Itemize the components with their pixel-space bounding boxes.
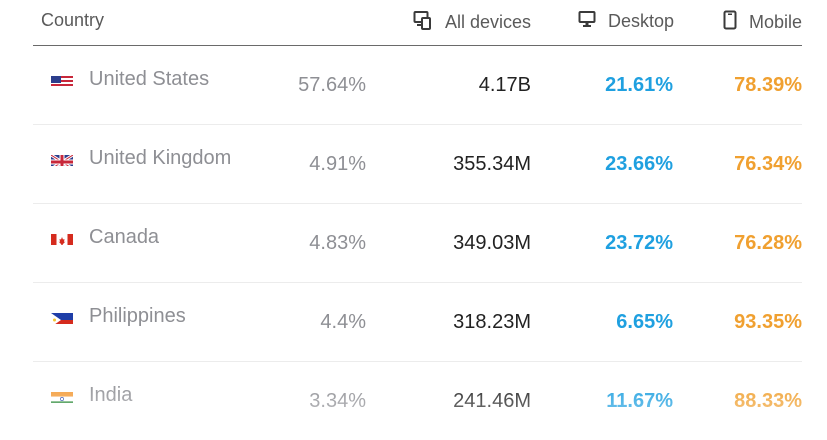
country-cell[interactable]: Philippines [51, 305, 186, 328]
country-name: Canada [89, 226, 160, 248]
desktop-share: 6.65% [616, 311, 673, 333]
devices-icon [413, 10, 433, 35]
india-flag-icon [51, 389, 73, 403]
total-visits: 349.03M [453, 232, 531, 254]
desktop-share: 11.67% [606, 390, 673, 412]
us-flag-icon [51, 73, 73, 87]
country-name: United Kingdom [89, 147, 232, 169]
country-cell[interactable]: United Kingdom [51, 147, 231, 170]
desktop-column-header[interactable]: Desktop [578, 10, 674, 33]
mobile-icon [723, 10, 737, 35]
country-cell[interactable]: United States [51, 68, 209, 91]
desktop-share: 23.72% [605, 232, 673, 254]
traffic-share: 4.91% [309, 153, 366, 175]
total-visits: 4.17B [478, 74, 531, 96]
country-cell[interactable]: India [51, 384, 132, 407]
table-row[interactable]: India 3.34% 241.46M 11.67% 88.33% [33, 362, 802, 440]
table-row[interactable]: Philippines 4.4% 318.23M 6.65% 93.35% [33, 283, 802, 362]
philippines-flag-icon [51, 310, 73, 324]
uk-flag-icon [51, 152, 73, 166]
desktop-icon [578, 10, 596, 33]
mobile-share: 88.33% [734, 390, 802, 412]
mobile-label: Mobile [748, 12, 802, 32]
table-header: Country All devices Desktop [33, 0, 802, 46]
table-row[interactable]: United States 57.64% 4.17B 21.61% 78.39% [33, 46, 802, 125]
total-visits: 318.23M [453, 311, 531, 333]
traffic-share: 57.64% [298, 74, 366, 96]
table-row[interactable]: United Kingdom 4.91% 355.34M 23.66% 76.3… [33, 125, 802, 204]
all-devices-label: All devices [444, 12, 531, 32]
traffic-share: 3.34% [309, 390, 366, 412]
mobile-share: 78.39% [734, 74, 802, 96]
country-cell[interactable]: Canada [51, 226, 159, 249]
total-visits: 241.46M [453, 390, 531, 412]
country-name: United States [89, 68, 210, 90]
mobile-share: 76.34% [734, 153, 802, 175]
country-name: Philippines [89, 305, 186, 327]
traffic-share: 4.83% [309, 232, 366, 254]
country-traffic-table: Country All devices Desktop [33, 0, 802, 440]
canada-flag-icon [51, 231, 73, 245]
mobile-column-header[interactable]: Mobile [723, 10, 802, 35]
all-devices-column-header[interactable]: All devices [413, 10, 531, 35]
country-name: India [89, 384, 133, 406]
total-visits: 355.34M [453, 153, 531, 175]
desktop-share: 23.66% [605, 153, 673, 175]
table-row[interactable]: Canada 4.83% 349.03M 23.72% 76.28% [33, 204, 802, 283]
mobile-share: 76.28% [734, 232, 802, 254]
country-column-header[interactable]: Country [41, 10, 105, 30]
desktop-label: Desktop [607, 11, 674, 31]
mobile-share: 93.35% [734, 311, 802, 333]
traffic-share: 4.4% [320, 311, 366, 333]
desktop-share: 21.61% [605, 74, 673, 96]
